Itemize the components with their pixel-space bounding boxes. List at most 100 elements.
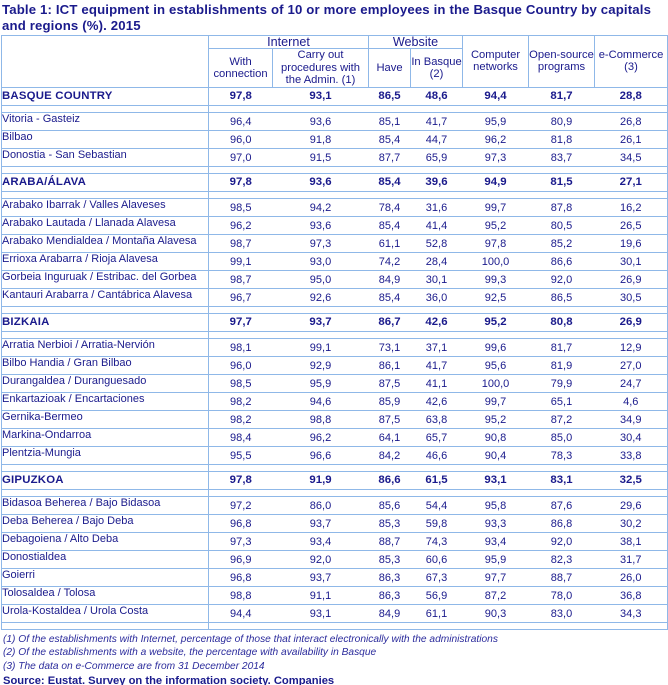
row-value: 97,0: [208, 148, 273, 168]
spacer-cell: [207, 105, 668, 113]
row-value: 91,1: [272, 586, 369, 606]
row-value: 97,3: [208, 532, 273, 552]
row-value: 90,8: [462, 428, 529, 448]
row-value: 80,9: [528, 112, 595, 132]
row-value: 42,6: [410, 312, 463, 332]
table-row: Donostia - San Sebastian 97,0 91,5 87,7 65,9…: [1, 145, 668, 168]
row-value: 97,2: [208, 496, 273, 516]
table-row: Markina-Ondarroa 98,4 96,2 64,1 65,7 90,8 85,0…: [1, 425, 668, 448]
row-value: 93,4: [272, 532, 369, 552]
spacer-cell: [207, 306, 668, 314]
row-value: 26,9: [594, 312, 668, 332]
row-value: 96,8: [208, 514, 273, 534]
row-value: 92,9: [272, 356, 369, 376]
row-value: 98,8: [208, 586, 273, 606]
row-value: 92,0: [272, 550, 369, 570]
row-value: 84,2: [368, 446, 411, 466]
header-group-internet: Internet: [208, 34, 369, 50]
row-spacer: [1, 105, 668, 113]
row-value: 24,7: [594, 374, 668, 394]
table-row: Bilbo Handia / Gran Bilbao 96,0 92,9 86,1 41…: [1, 353, 668, 376]
row-value: 28,4: [410, 252, 463, 272]
row-label: Errioxa Arabarra / Rioja Alavesa: [1, 249, 209, 269]
row-value: 86,0: [272, 496, 369, 516]
row-value: 34,9: [594, 410, 668, 430]
header-with-connection: With connection: [208, 48, 273, 88]
row-value: 78,3: [528, 446, 595, 466]
row-value: 85,4: [368, 288, 411, 308]
row-value: 97,8: [208, 470, 273, 490]
row-spacer: [1, 191, 668, 199]
row-value: 67,3: [410, 568, 463, 588]
header-sub-row: With connection Carry out procedures wit…: [2, 48, 668, 88]
table-body: BASQUE COUNTRY 97,8 93,1 86,5 48,6 94,4 81,7 28…: [1, 86, 668, 630]
row-label: ARABA/ÁLAVA: [1, 172, 209, 192]
row-value: 86,6: [368, 470, 411, 490]
row-label: Enkartazioak / Encartaciones: [1, 389, 209, 409]
row-value: 31,6: [410, 198, 463, 218]
row-value: 96,7: [208, 288, 273, 308]
row-value: 52,8: [410, 234, 463, 254]
row-value: 34,5: [594, 148, 668, 168]
row-value: 86,3: [368, 586, 411, 606]
row-value: 88,7: [528, 568, 595, 588]
row-value: 36,8: [594, 586, 668, 606]
row-value: 65,7: [410, 428, 463, 448]
row-value: 80,5: [528, 216, 595, 236]
row-label: Debagoiena / Alto Deba: [1, 529, 209, 549]
table-row: Durangaldea / Duranguesado 98,5 95,9 87,5 41…: [1, 371, 668, 394]
row-value: 92,5: [462, 288, 529, 308]
row-value: 85,4: [368, 172, 411, 192]
row-value: 30,1: [594, 252, 668, 272]
row-value: 93,1: [462, 470, 529, 490]
row-value: 95,9: [272, 374, 369, 394]
table-source: Source: Eustat. Survey on the informatio…: [3, 675, 335, 685]
row-label: Arratia Nerbioi / Arratia-Nervión: [1, 335, 209, 355]
row-value: 85,4: [368, 216, 411, 236]
row-value: 74,3: [410, 532, 463, 552]
row-value: 99,1: [272, 338, 369, 358]
row-value: 98,1: [208, 338, 273, 358]
row-value: 85,6: [368, 496, 411, 516]
row-value: 85,2: [528, 234, 595, 254]
row-value: 86,1: [368, 356, 411, 376]
row-value: 56,9: [410, 586, 463, 606]
row-label: Urola-Kostaldea / Urola Costa: [1, 601, 209, 621]
row-value: 87,5: [368, 374, 411, 394]
table-row-group-total: BASQUE COUNTRY 97,8 93,1 86,5 48,6 94,4 81,7 28…: [1, 86, 668, 106]
row-spacer: [1, 306, 668, 314]
row-value: 97,8: [208, 172, 273, 192]
header-have-website: Have: [368, 48, 411, 88]
row-value: 80,8: [528, 312, 595, 332]
table-row: Tolosaldea / Tolosa 98,8 91,1 86,3 56,9 87,2 7…: [1, 583, 668, 606]
row-value: 93,1: [272, 86, 369, 106]
row-value: 60,6: [410, 550, 463, 570]
row-value: 95,0: [272, 270, 369, 290]
row-value: 87,2: [462, 586, 529, 606]
row-value: 93,6: [272, 216, 369, 236]
row-value: 98,5: [208, 374, 273, 394]
row-label: Gernika-Bermeo: [1, 407, 209, 427]
row-label: Gorbeia Inguruak / Estribac. del Gorbea: [1, 267, 209, 287]
row-value: 93,7: [272, 514, 369, 534]
row-value: 59,8: [410, 514, 463, 534]
table-row-group-total: GIPUZKOA 97,8 91,9 86,6 61,5 93,1 83,1 32,5: [1, 470, 668, 490]
row-value: 48,6: [410, 86, 463, 106]
row-value: 96,2: [208, 216, 273, 236]
row-value: 85,1: [368, 112, 411, 132]
row-value: 81,8: [528, 130, 595, 150]
row-value: 16,2: [594, 198, 668, 218]
row-value: 91,8: [272, 130, 369, 150]
row-label: Markina-Ondarroa: [1, 425, 209, 445]
row-value: 31,7: [594, 550, 668, 570]
row-value: 93,0: [272, 252, 369, 272]
row-value: 64,1: [368, 428, 411, 448]
row-value: 92,6: [272, 288, 369, 308]
row-value: 93,6: [272, 172, 369, 192]
header-blank-corner: [1, 35, 209, 88]
row-value: 98,2: [208, 410, 273, 430]
row-value: 63,8: [410, 410, 463, 430]
row-value: 86,7: [368, 312, 411, 332]
row-label: Donostia - San Sebastian: [1, 145, 209, 165]
row-value: 100,0: [462, 374, 529, 394]
